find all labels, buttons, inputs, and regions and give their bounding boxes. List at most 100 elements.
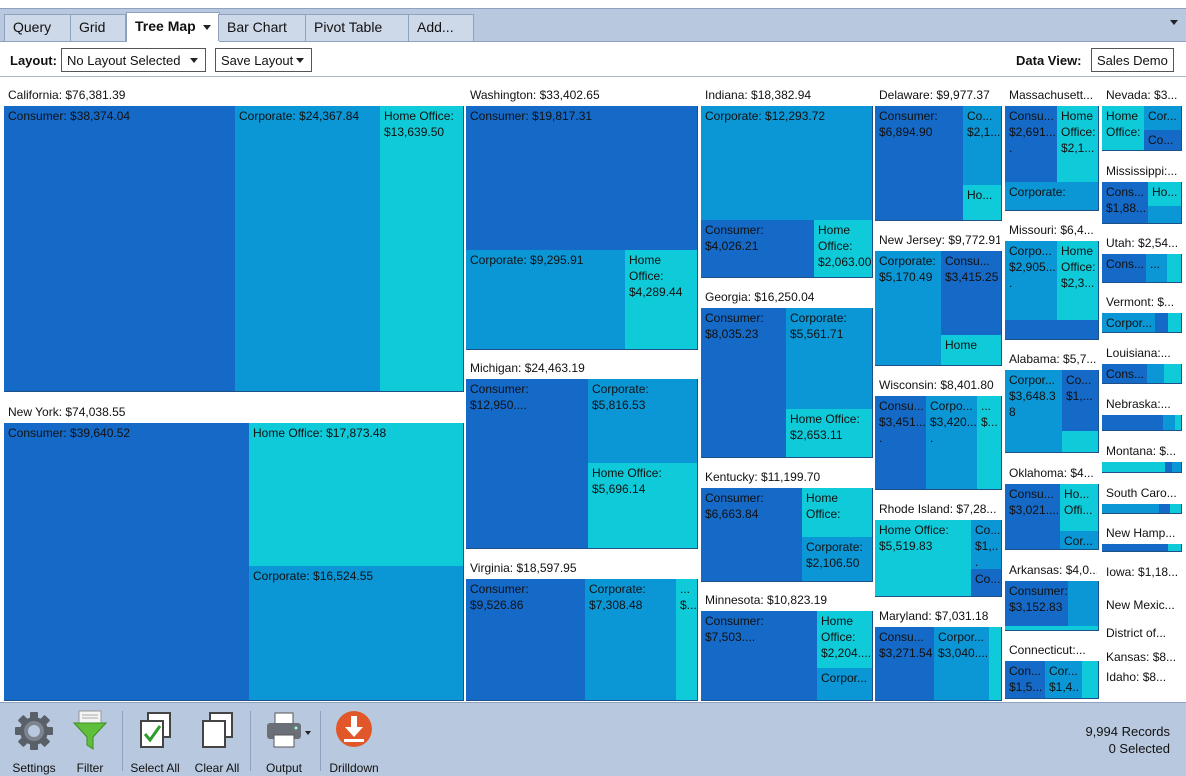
treemap-cell-home-office[interactable]: Home Office: $4,289.44 xyxy=(625,250,698,350)
treemap-cell-consumer[interactable]: Consumer: $38,374.04 xyxy=(4,106,236,392)
treemap-cell-consumer[interactable] xyxy=(1102,415,1164,431)
treemap-cell-home-office[interactable]: ... $... xyxy=(977,396,1002,490)
treemap-cell-home-office[interactable]: Home Office: xyxy=(1102,106,1145,151)
treemap-cell-consumer[interactable]: Consu... $3,021.... xyxy=(1005,484,1061,550)
tab-pivot-table[interactable]: Pivot Table xyxy=(305,14,409,41)
treemap-group-label[interactable]: Kansas: $8... xyxy=(1106,650,1177,664)
treemap-group-label[interactable]: Virginia: $18,597.95 xyxy=(470,561,577,575)
treemap-cell-corporate[interactable]: Corpor... $3,648.38 xyxy=(1005,370,1063,453)
treemap-cell-corporate[interactable]: ... xyxy=(1146,254,1168,283)
treemap-group-label[interactable]: Maryland: $7,031.18 xyxy=(879,609,989,623)
treemap-group-label[interactable]: New Mexic... xyxy=(1106,598,1175,612)
treemap-group-label[interactable]: New Hamp... xyxy=(1106,526,1176,540)
treemap-cell-consumer[interactable]: Co... $1,... xyxy=(1062,370,1099,432)
treemap-cell-consumer[interactable]: Consu... $2,691.... xyxy=(1005,106,1058,183)
treemap-cell-corporate[interactable]: Corpor... xyxy=(817,668,873,701)
treemap-group-label[interactable]: Idaho: $8... xyxy=(1106,670,1167,684)
treemap-cell-home-office[interactable]: Home Office: $5,696.14 xyxy=(588,463,698,549)
treemap-cell-home-office[interactable] xyxy=(1170,504,1182,514)
treemap-group-label[interactable]: Louisiana:... xyxy=(1106,346,1171,360)
treemap-cell-home-office[interactable]: Home Office: $2,3... xyxy=(1057,241,1099,321)
treemap-group-label[interactable]: Oklahoma: $4... xyxy=(1009,466,1094,480)
treemap-cell-consumer[interactable]: Consu... $3,271.54 xyxy=(875,627,935,701)
treemap-cell-corporate[interactable] xyxy=(1068,581,1099,631)
treemap-cell-consumer[interactable]: Consumer: $9,526.86 xyxy=(466,579,586,701)
tab-overflow-chevron-icon[interactable] xyxy=(1170,20,1178,25)
treemap-group-label[interactable]: District of... xyxy=(1106,626,1167,640)
treemap-cell-corporate[interactable]: Corporate: $12,293.72 xyxy=(701,106,873,221)
treemap-group-label[interactable]: Iowa: $1,18... xyxy=(1106,565,1179,579)
select-all-button[interactable]: Select All xyxy=(128,709,182,775)
treemap-group-label[interactable]: South Caro... xyxy=(1106,486,1177,500)
treemap-cell-home-office[interactable]: Ho... Offi... xyxy=(1060,484,1099,532)
treemap-group-label[interactable]: Nebraska:... xyxy=(1106,397,1171,411)
treemap-cell-home-office[interactable]: Home Office: $17,873.48 xyxy=(249,423,464,567)
treemap-cell-consumer[interactable] xyxy=(1147,544,1169,552)
clear-all-button[interactable]: Clear All xyxy=(190,709,244,775)
treemap-group-label[interactable]: Arkansas: $4,0... xyxy=(1009,563,1097,577)
treemap-cell-corporate[interactable]: Co... $2,1... xyxy=(963,106,1002,186)
treemap-group-label[interactable]: Vermont: $... xyxy=(1106,295,1175,309)
treemap-cell-corporate[interactable]: Corporate: $2,106.50 xyxy=(802,537,873,582)
treemap-group-label[interactable]: Wisconsin: $8,401.80 xyxy=(879,378,994,392)
treemap-cell-home-office[interactable] xyxy=(1168,544,1182,552)
treemap-cell-corporate[interactable]: Corporate: xyxy=(1005,182,1099,211)
tab-tree-map[interactable]: Tree Map xyxy=(126,12,220,42)
treemap-cell-consumer[interactable]: Consumer: $8,035.23 xyxy=(701,308,787,458)
treemap-group-label[interactable]: Indiana: $18,382.94 xyxy=(705,88,812,102)
treemap-cell-consumer[interactable]: Consumer: $6,663.84 xyxy=(701,488,803,582)
save-layout-button[interactable]: Save Layout xyxy=(215,48,312,72)
treemap-cell-home-office[interactable] xyxy=(1175,415,1182,431)
treemap-cell-home-office[interactable] xyxy=(1062,431,1099,453)
treemap-cell-home-office[interactable] xyxy=(1167,254,1182,283)
layout-select[interactable]: No Layout Selected xyxy=(61,48,206,72)
tab-query[interactable]: Query xyxy=(4,14,72,41)
treemap-cell-corporate[interactable]: Corpor... $3,040.... xyxy=(934,627,990,701)
treemap-cell-home-office[interactable]: Ho... xyxy=(1148,182,1182,207)
treemap-cell-corporate[interactable]: Corporate: $5,816.53 xyxy=(588,379,698,464)
treemap-cell-corporate[interactable]: Corpo... $3,420.... xyxy=(926,396,978,490)
treemap-cell-consumer[interactable]: Consu... $3,451.... xyxy=(875,396,927,490)
treemap-cell-consumer[interactable] xyxy=(1102,544,1148,552)
treemap-group-label[interactable]: New Jersey: $9,772.91 xyxy=(879,233,1000,247)
treemap-group-label[interactable]: Alabama: $5,7... xyxy=(1009,352,1097,366)
treemap-group-label[interactable]: Connecticut:... xyxy=(1009,643,1086,657)
treemap-group-label[interactable]: Georgia: $16,250.04 xyxy=(705,290,815,304)
treemap-group-label[interactable]: Michigan: $24,463.19 xyxy=(470,361,585,375)
treemap-cell-home-office[interactable]: Home Office: $2,204.... xyxy=(817,611,873,669)
treemap-cell-consumer[interactable]: Con... $1,5... xyxy=(1005,661,1046,699)
treemap-group-label[interactable]: Kentucky: $11,199.70 xyxy=(705,470,821,484)
tab-grid[interactable]: Grid xyxy=(70,14,126,41)
treemap-group-label[interactable]: Delaware: $9,977.37 xyxy=(879,88,990,102)
treemap-group-label[interactable]: Minnesota: $10,823.19 xyxy=(705,593,828,607)
treemap-cell-corporate[interactable]: Corporate: $5,170.49 xyxy=(875,251,942,366)
treemap-cell-home-office[interactable]: Home Office: $2,1... xyxy=(1057,106,1099,183)
treemap-group-label[interactable]: Washington: $33,402.65 xyxy=(470,88,600,102)
treemap-cell-home-office[interactable] xyxy=(1168,313,1182,333)
treemap-cell-consumer[interactable]: Co... xyxy=(971,569,1002,597)
filter-button[interactable]: Filter xyxy=(66,709,114,775)
treemap-cell-corporate[interactable]: Corpor... xyxy=(1102,313,1156,333)
treemap-cell-consumer[interactable] xyxy=(1005,320,1099,340)
treemap-cell-consumer[interactable]: Consumer: $12,950.... xyxy=(466,379,589,549)
tab-bar-chart[interactable]: Bar Chart xyxy=(218,14,306,41)
settings-button[interactable]: Settings xyxy=(8,709,60,775)
treemap-cell-consumer[interactable]: Consumer: $7,503.... xyxy=(701,611,818,701)
treemap-cell-corporate[interactable] xyxy=(1172,462,1182,473)
chevron-down-icon[interactable] xyxy=(203,25,211,30)
treemap-cell-consumer[interactable]: Consumer: $19,817.31 xyxy=(466,106,698,251)
treemap-group-label[interactable]: Rhode Island: $7,28... xyxy=(879,502,997,516)
drilldown-button[interactable]: Drilldown xyxy=(326,709,382,775)
treemap-cell-corporate[interactable]: Corporate: $9,295.91 xyxy=(466,250,626,350)
tab-add[interactable]: Add... xyxy=(408,14,474,41)
treemap-cell-home-office[interactable]: Home xyxy=(941,335,1002,366)
treemap-cell-consumer[interactable]: Consumer: $4,026.21 xyxy=(701,220,815,278)
treemap-group-label[interactable]: New York: $74,038.55 xyxy=(8,405,126,419)
treemap-cell-corporate[interactable]: Corporate: $7,308.48 xyxy=(585,579,677,701)
treemap-cell-consumer[interactable]: Consu... $3,415.25 xyxy=(941,251,1002,336)
treemap-cell-home-office[interactable] xyxy=(1005,626,1099,631)
treemap-group-label[interactable]: Montana: $... xyxy=(1106,444,1177,458)
treemap-cell-corporate[interactable]: Corporate: $16,524.55 xyxy=(249,566,464,701)
treemap-cell-home-office[interactable] xyxy=(1082,661,1099,699)
treemap-cell-consumer[interactable]: Cons... $1,88... xyxy=(1102,182,1149,224)
